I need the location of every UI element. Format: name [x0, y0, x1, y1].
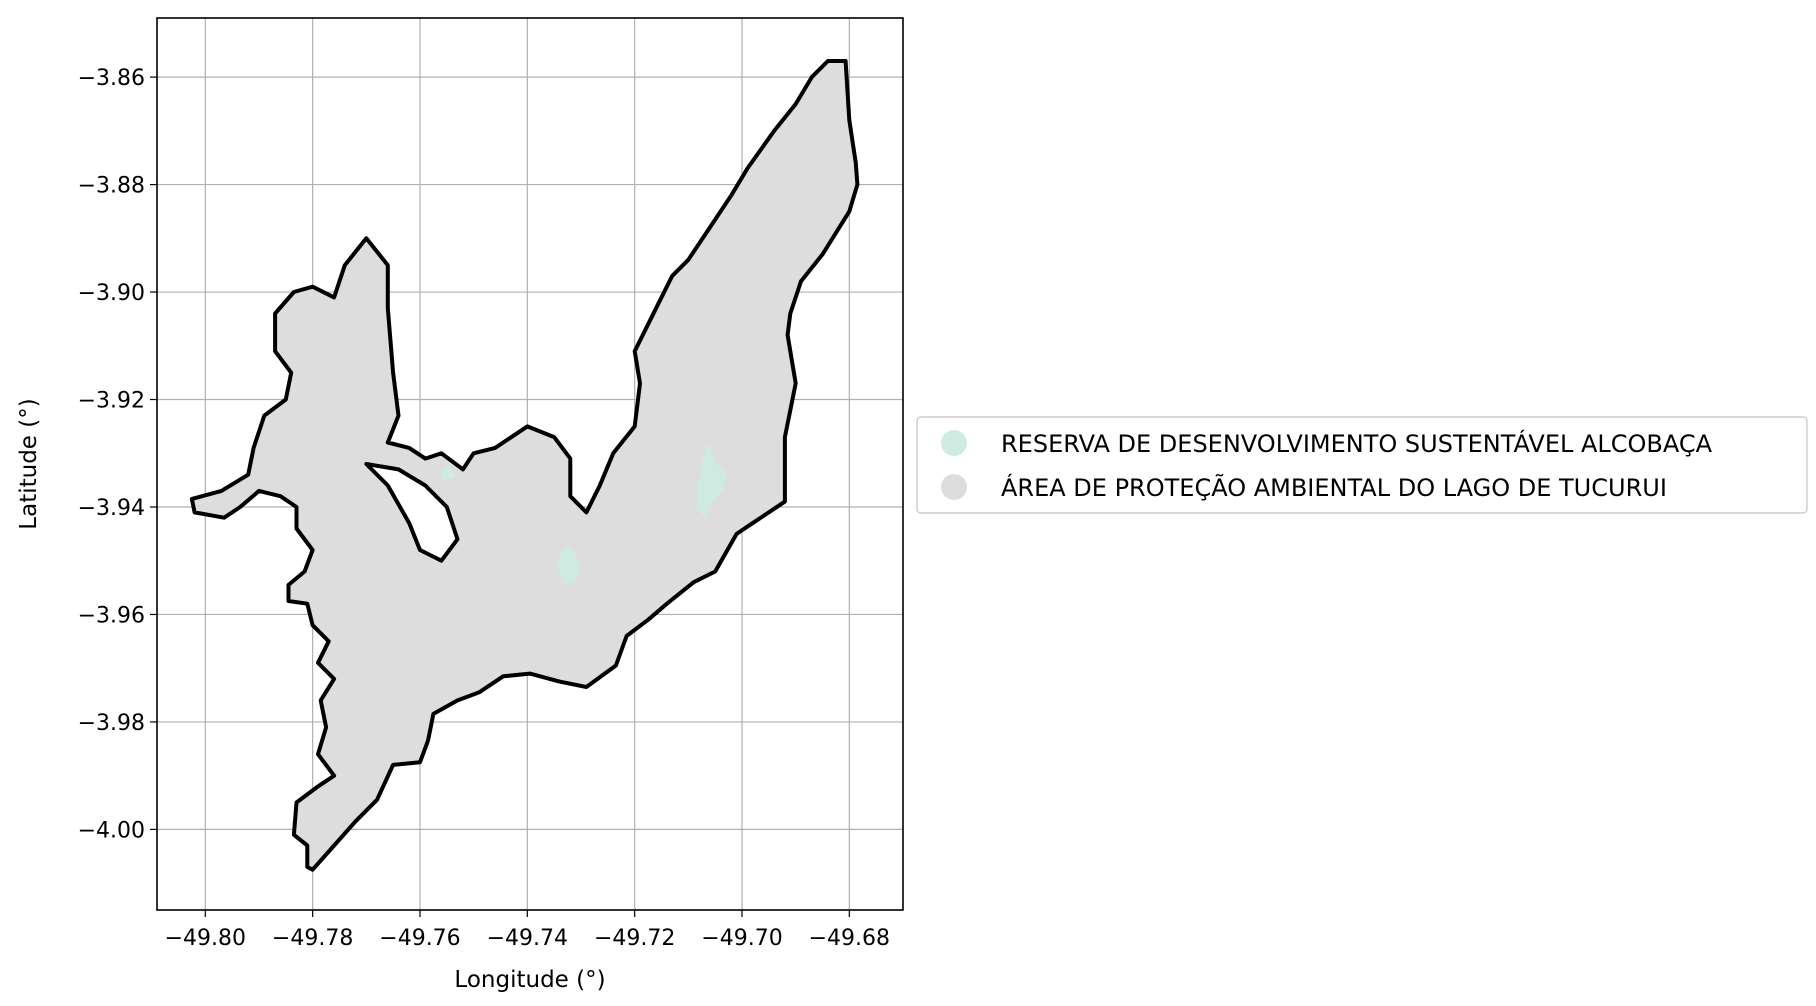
rds-alcobaca-polygon: [696, 442, 726, 518]
y-tick-label: −3.98: [78, 711, 145, 736]
y-tick-label: −3.86: [78, 66, 145, 91]
apa-tucurui-polygon: [189, 59, 860, 872]
y-tick-label: −4.00: [78, 818, 145, 843]
x-axis-ticks: −49.80 −49.78 −49.76 −49.74 −49.72 −49.70 −49.…: [165, 910, 890, 951]
apa-tucurui-island: [364, 462, 460, 563]
legend: RESERVA DE DESENVOLVIMENTO SUSTENTÁVEL A…: [916, 416, 1808, 514]
x-tick-label: −49.76: [379, 926, 460, 951]
legend-box: [916, 416, 1808, 514]
x-tick-label: −49.74: [487, 926, 568, 951]
rds-alcobaca-polygon: [556, 544, 581, 585]
legend-swatch-tucurui: [941, 474, 967, 500]
plot-frame: [156, 17, 904, 911]
x-tick-label: −49.70: [701, 926, 782, 951]
rds-alcobaca-polygon: [441, 464, 455, 481]
legend-swatch-alcobaca: [941, 430, 967, 456]
y-axis-label: Latitude (°): [16, 398, 42, 529]
x-tick-label: −49.72: [594, 926, 675, 951]
legend-label-tucurui: ÁREA DE PROTEÇÃO AMBIENTAL DO LAGO DE TU…: [1001, 472, 1667, 502]
y-tick-label: −3.90: [78, 281, 145, 306]
y-tick-label: −3.94: [78, 496, 145, 521]
y-axis-ticks: −3.86 −3.88 −3.90 −3.92 −3.94 −3.96 −3.98 −4.00: [78, 66, 157, 843]
x-tick-label: −49.68: [809, 926, 890, 951]
x-tick-label: −49.80: [165, 926, 246, 951]
y-tick-label: −3.88: [78, 174, 145, 199]
x-axis-label: Longitude (°): [454, 967, 605, 993]
map-layers: [189, 59, 860, 872]
y-tick-label: −3.92: [78, 389, 145, 414]
y-tick-label: −3.96: [78, 603, 145, 628]
legend-label-alcobaca: RESERVA DE DESENVOLVIMENTO SUSTENTÁVEL A…: [1001, 429, 1713, 458]
x-tick-label: −49.78: [272, 926, 353, 951]
